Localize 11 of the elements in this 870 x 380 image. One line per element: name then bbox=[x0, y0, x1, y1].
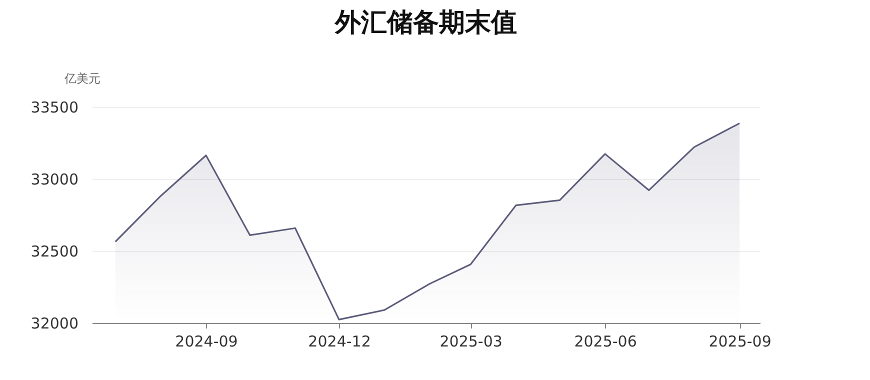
chart-title: 外汇储备期末值 bbox=[334, 8, 517, 38]
x-tick-label: 2025-03 bbox=[440, 332, 502, 350]
y-tick-label: 33000 bbox=[30, 170, 78, 188]
x-tick-label: 2024-09 bbox=[175, 332, 238, 350]
x-tick-label: 2024-12 bbox=[308, 332, 371, 350]
x-tick-label: 2025-06 bbox=[574, 332, 637, 350]
y-tick-label: 32000 bbox=[30, 314, 78, 332]
y-axis-title: 亿美元 bbox=[64, 72, 100, 86]
x-tick-label: 2025-09 bbox=[708, 332, 772, 350]
y-tick-label: 32500 bbox=[30, 242, 78, 260]
y-tick-label: 33500 bbox=[30, 98, 78, 116]
